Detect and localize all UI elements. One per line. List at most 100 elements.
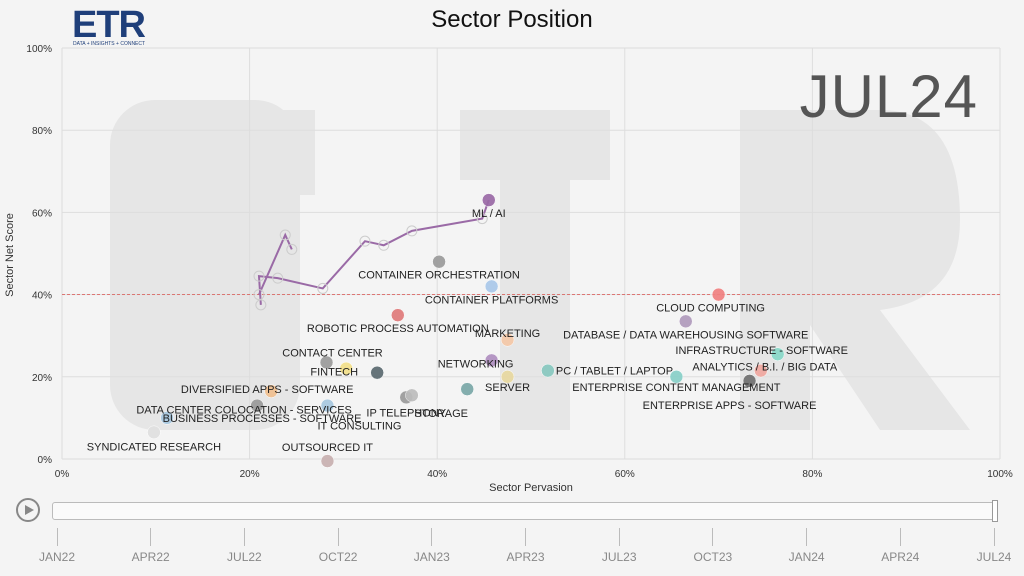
sector-label: IT CONSULTING — [317, 421, 401, 433]
y-tick-label: 100% — [26, 44, 52, 55]
sector-label: BUSINESS PROCESSES - SOFTWARE — [163, 413, 362, 425]
sector-label: CONTAINER PLATFORMS — [425, 294, 558, 306]
sector-point[interactable] — [500, 333, 515, 347]
x-tick-label: 20% — [240, 469, 260, 480]
timeline-tick — [899, 528, 901, 546]
sector-point[interactable] — [391, 308, 405, 322]
trail-marker — [253, 289, 265, 301]
timeline-tick — [337, 528, 339, 546]
sector-labels: ML / AI CONTAINER ORCHESTRATION CONTAINER … — [87, 208, 848, 454]
sector-label: SYNDICATED RESEARCH — [87, 441, 221, 453]
trail-marker — [317, 282, 329, 294]
sector-points — [147, 193, 785, 468]
chart-title: Sector Position — [431, 6, 593, 33]
sector-label: MARKETING — [475, 328, 540, 340]
period-watermark: JUL24 — [799, 63, 978, 130]
sector-label: OUTSOURCED IT — [282, 442, 373, 454]
trail-marker — [286, 243, 298, 255]
logo-text: ETR — [72, 4, 146, 46]
sector-point[interactable] — [405, 388, 419, 403]
play-button[interactable] — [16, 498, 40, 522]
sector-point[interactable] — [460, 382, 474, 396]
sector-label: PC / TABLET / LAPTOP — [556, 366, 673, 378]
sector-label: NETWORKING — [438, 358, 514, 370]
sector-point[interactable] — [320, 454, 335, 468]
sector-label: IP TELEPHONY — [366, 407, 446, 419]
trail-marker — [279, 229, 291, 241]
sector-point[interactable] — [482, 193, 496, 207]
trail-marker — [253, 270, 265, 282]
y-tick-label: 20% — [32, 373, 52, 384]
timeline-label[interactable]: APR23 — [506, 550, 545, 564]
sector-label: DATABASE / DATA WAREHOUSING SOFTWARE — [563, 329, 808, 341]
sector-label: DIVERSIFIED APPS - SOFTWARE — [181, 384, 354, 396]
sector-point[interactable] — [320, 398, 335, 413]
timeline-label[interactable]: JUL22 — [227, 550, 262, 564]
sector-label: ROBOTIC PROCESS AUTOMATION — [307, 323, 489, 335]
timeline-label[interactable]: JAN22 — [38, 550, 76, 564]
trail-marker — [359, 235, 371, 247]
sector-point[interactable] — [500, 370, 515, 384]
sector-point[interactable] — [669, 370, 684, 384]
sector-point[interactable] — [250, 398, 264, 413]
x-tick-label: 40% — [427, 469, 447, 480]
sector-label: CONTAINER ORCHESTRATION — [358, 270, 520, 282]
sector-label: ANALYTICS / B.I. / BIG DATA — [692, 362, 838, 374]
sector-label: FINTECH — [310, 367, 358, 379]
timeline-label[interactable]: OCT23 — [693, 550, 733, 564]
sector-point[interactable] — [711, 287, 726, 302]
sector-point[interactable] — [264, 384, 278, 398]
x-tick-label: 80% — [802, 469, 822, 480]
sector-point[interactable] — [319, 355, 334, 370]
sector-point[interactable] — [742, 374, 757, 388]
sector-label: ML / AI — [472, 208, 506, 220]
sector-label: ENTERPRISE APPS - SOFTWARE — [643, 400, 817, 412]
chart-axes: 0% 20% 40% 60% 80% 100% 0% 20% 40% 60% 80% 100% — [26, 44, 1012, 480]
sector-point[interactable] — [754, 363, 768, 378]
timeline-label[interactable]: APR22 — [131, 550, 170, 564]
logo-tagline: DATA + INSIGHTS + CONNECT — [73, 41, 146, 47]
sector-label: CLOUD COMPUTING — [656, 303, 765, 315]
timeline-label[interactable]: APR24 — [881, 550, 920, 564]
sector-point[interactable] — [339, 361, 353, 376]
etr-watermark — [110, 100, 970, 430]
y-tick-label: 40% — [32, 291, 52, 302]
trail-marker — [272, 272, 284, 284]
y-tick-label: 80% — [32, 126, 52, 137]
timeline-tick — [431, 528, 433, 546]
timeline-tick — [56, 528, 58, 546]
timeline-track[interactable] — [52, 502, 996, 520]
sector-point[interactable] — [484, 353, 499, 368]
sector-point[interactable] — [160, 411, 174, 425]
sector-label: DATA CENTER COLOCATION - SERVICES — [136, 405, 352, 417]
timeline-label[interactable]: JUL24 — [976, 550, 1012, 564]
sector-point[interactable] — [432, 254, 446, 269]
sector-label: STORAGE — [414, 408, 468, 420]
ml-ai-trail — [253, 199, 490, 311]
sector-label: CONTACT CENTER — [282, 347, 382, 359]
x-tick-label: 60% — [615, 469, 635, 480]
y-tick-label: 60% — [32, 208, 52, 219]
timeline-label[interactable]: JAN23 — [413, 550, 450, 564]
timeline-tick — [243, 528, 245, 546]
timeline-label[interactable]: JAN24 — [788, 550, 825, 564]
sector-point[interactable] — [484, 279, 499, 294]
trail-line — [257, 199, 490, 305]
sector-point[interactable] — [679, 314, 693, 329]
timeline-handle[interactable] — [992, 500, 998, 522]
timeline-label[interactable]: JUL23 — [601, 550, 637, 564]
trail-marker — [476, 213, 488, 225]
timeline-tick — [525, 528, 526, 546]
etr-logo: ETR DATA + INSIGHTS + CONNECT — [70, 4, 150, 52]
x-axis-label: Sector Pervasion — [489, 482, 573, 494]
timeline-tick — [150, 528, 152, 546]
x-tick-label: 100% — [987, 469, 1013, 480]
sector-point[interactable] — [770, 347, 785, 361]
sector-point[interactable] — [541, 363, 555, 378]
timeline-label[interactable]: OCT22 — [318, 550, 358, 564]
sector-point[interactable] — [147, 425, 161, 440]
sector-label: SERVER — [485, 382, 530, 394]
y-tick-label: 0% — [38, 455, 53, 466]
sector-point[interactable] — [370, 365, 384, 380]
